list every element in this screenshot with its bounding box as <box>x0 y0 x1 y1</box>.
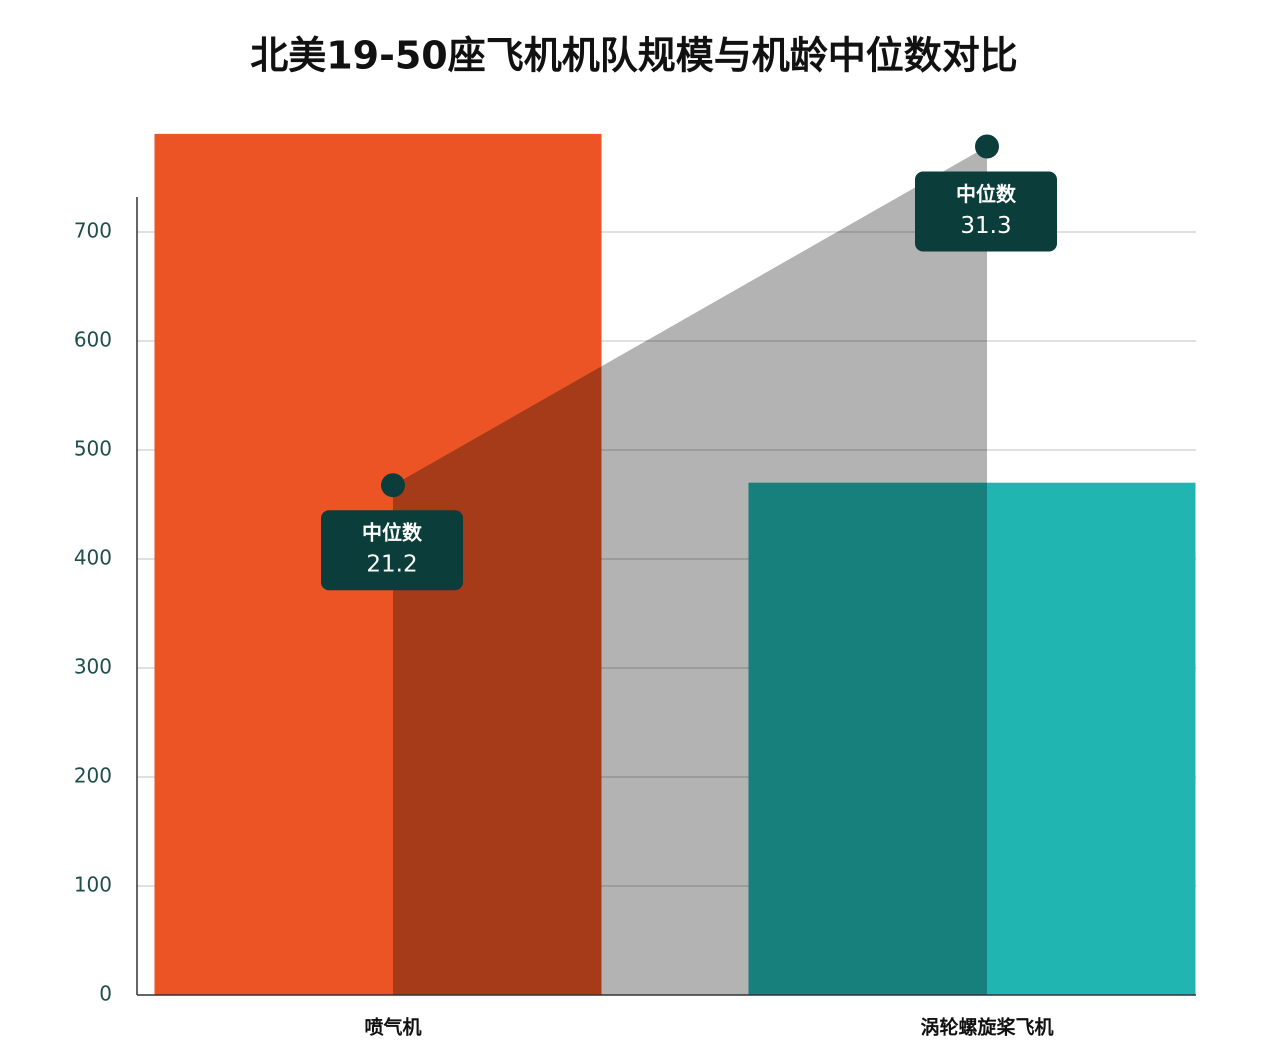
value-label: 21.2 <box>366 552 417 578</box>
y-tick-label: 100 <box>74 873 112 897</box>
y-tick-label: 600 <box>74 328 112 352</box>
median-marker <box>975 134 999 159</box>
y-tick-label: 0 <box>99 982 112 1006</box>
y-tick-label: 700 <box>74 219 112 243</box>
callout-box <box>915 171 1057 252</box>
median-marker <box>381 473 405 498</box>
median-area <box>393 146 987 995</box>
y-tick-label: 500 <box>74 437 112 461</box>
x-tick-label: 喷气机 <box>364 1016 421 1039</box>
chart-title: 北美19-50座飞机机队规模与机龄中位数对比 <box>250 34 1018 78</box>
callout-name: 中位数 <box>956 182 1017 206</box>
callout-box <box>321 510 463 591</box>
value-label: 31.3 <box>960 213 1011 239</box>
x-tick-label: 涡轮螺旋桨飞机 <box>920 1016 1053 1039</box>
y-tick-label: 200 <box>74 764 112 788</box>
y-tick-label: 400 <box>74 546 112 570</box>
y-tick-label: 300 <box>74 655 112 679</box>
callout-name: 中位数 <box>362 521 423 545</box>
